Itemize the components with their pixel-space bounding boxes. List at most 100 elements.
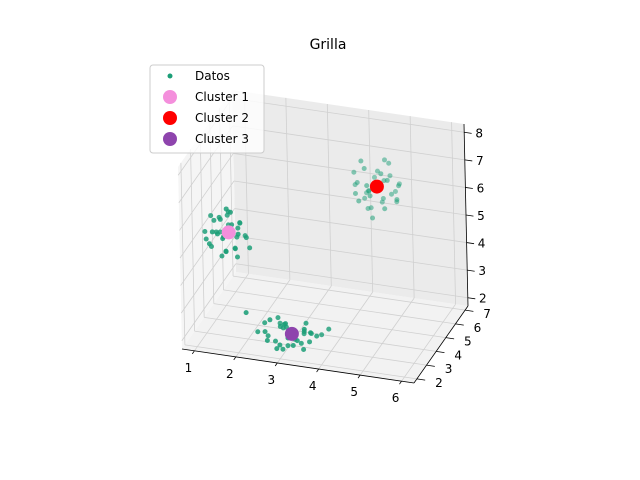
data-point <box>380 196 386 202</box>
data-point <box>326 326 332 332</box>
y-grid-floor <box>233 275 466 311</box>
data-point <box>209 229 215 235</box>
data-point <box>223 206 229 212</box>
z-tick-label: 4 <box>478 237 486 251</box>
x-tick-label: 4 <box>309 379 317 393</box>
x-tick-label: 5 <box>350 385 358 399</box>
data-point <box>273 338 279 344</box>
data-point <box>277 342 283 348</box>
z-tick <box>464 131 472 134</box>
legend-marker <box>167 73 173 79</box>
data-point <box>202 229 208 235</box>
data-point <box>264 337 270 343</box>
x-tick <box>316 368 320 373</box>
x-grid-floor <box>401 303 456 382</box>
x-tick <box>399 380 402 385</box>
data-point <box>354 179 360 185</box>
y-tick <box>436 350 445 353</box>
data-point <box>301 326 307 332</box>
z-tick <box>464 159 473 162</box>
data-point <box>381 157 387 163</box>
x-grid-floor <box>318 291 374 370</box>
data-point <box>262 320 268 326</box>
data-point <box>219 253 225 259</box>
data-point <box>370 215 376 221</box>
y-tick-label: 2 <box>435 376 443 390</box>
y-tick <box>455 323 464 326</box>
y-grid-floor <box>213 303 446 339</box>
data-point <box>358 158 364 164</box>
x-tick <box>191 350 195 355</box>
data-point <box>275 315 281 321</box>
data-point <box>386 160 392 166</box>
legend-label: Cluster 1 <box>195 90 249 104</box>
x-tick <box>233 356 237 361</box>
legend-marker <box>163 111 177 125</box>
y-grid-floor <box>223 289 456 325</box>
y-tick-label: 5 <box>464 335 472 349</box>
x-tick-label: 6 <box>392 391 400 405</box>
z-grid-left <box>179 180 235 259</box>
z-tick-label: 3 <box>478 264 486 278</box>
legend-frame <box>149 64 265 154</box>
data-point <box>394 197 400 203</box>
y-tick <box>465 309 474 312</box>
y-tick-label: 7 <box>483 307 491 321</box>
data-point <box>307 339 313 345</box>
data-point <box>392 188 398 194</box>
z-grid-back <box>234 208 467 243</box>
data-point <box>280 346 286 352</box>
data-point <box>362 195 368 201</box>
z-grid-back <box>233 180 467 216</box>
z-tick <box>465 214 474 217</box>
data-points <box>202 157 402 352</box>
data-point <box>203 236 209 242</box>
x-tick <box>357 374 361 379</box>
grid-lines <box>177 91 469 384</box>
z-grid-back <box>235 235 468 271</box>
data-point <box>290 342 296 348</box>
chart-title: Grilla <box>310 37 347 53</box>
data-point <box>389 191 395 197</box>
data-point <box>298 340 304 346</box>
data-point <box>384 177 390 183</box>
z-tick-label: 7 <box>476 154 484 168</box>
y-grid-floor <box>194 330 427 366</box>
legend-label: Datos <box>195 69 230 83</box>
legend-marker <box>163 90 177 104</box>
data-point <box>301 346 307 352</box>
data-point <box>367 193 373 199</box>
x-tick-label: 1 <box>185 361 193 375</box>
z-tick-label: 5 <box>477 209 485 223</box>
x-axis-line <box>181 348 415 384</box>
z-tick-label: 8 <box>475 126 483 140</box>
y-grid-floor <box>184 344 417 380</box>
data-point <box>382 206 388 212</box>
data-point <box>234 254 240 260</box>
z-grid-left <box>181 263 237 341</box>
data-point <box>352 190 358 196</box>
data-point <box>283 321 289 327</box>
z-tick <box>467 297 476 300</box>
legend-label: Cluster 2 <box>195 111 249 125</box>
data-point <box>277 324 283 330</box>
data-point <box>255 329 261 335</box>
data-point <box>371 174 377 180</box>
x-grid-floor <box>194 273 249 352</box>
data-point <box>265 333 271 339</box>
z-tick-label: 2 <box>479 292 487 306</box>
data-point <box>243 310 249 316</box>
data-point <box>208 213 214 219</box>
data-point <box>232 246 238 252</box>
data-point <box>217 216 223 222</box>
z-grid-back <box>232 125 465 161</box>
y-tick <box>445 337 455 340</box>
legend-label: Cluster 3 <box>195 132 249 146</box>
data-point <box>368 205 374 211</box>
data-point <box>237 220 243 226</box>
y-tick-label: 4 <box>454 348 462 362</box>
y-tick-label: 6 <box>474 321 482 335</box>
legend: Datos Cluster 1 Cluster 2 Cluster 3 <box>149 64 265 154</box>
